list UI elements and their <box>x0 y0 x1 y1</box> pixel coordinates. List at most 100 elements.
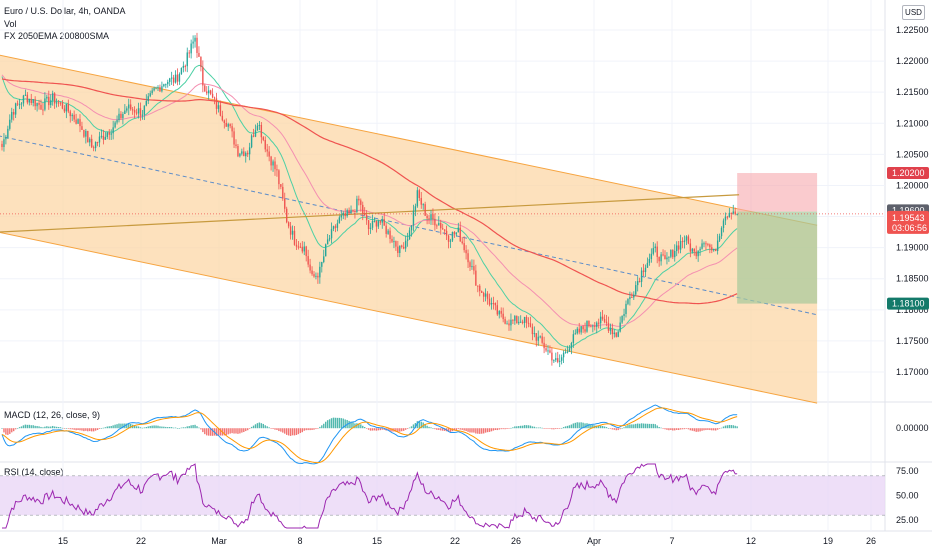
candle-body <box>428 218 430 220</box>
macd-histogram-bar <box>387 428 389 431</box>
candle-body <box>440 222 442 229</box>
macd-histogram-bar <box>323 423 325 429</box>
candle-body <box>406 239 409 241</box>
candle-body <box>625 303 627 315</box>
macd-histogram-bar <box>633 424 635 429</box>
macd-histogram-bar <box>715 428 717 431</box>
macd-histogram-bar <box>149 425 151 429</box>
macd-histogram-bar <box>295 428 298 435</box>
candle-body <box>726 216 729 218</box>
macd-histogram-bar <box>638 423 641 429</box>
candle-body <box>365 214 368 221</box>
macd-histogram-bar <box>264 425 266 429</box>
macd-histogram-bar <box>196 426 198 429</box>
macd-histogram-bar <box>321 425 323 429</box>
macd-histogram-bar <box>55 426 58 429</box>
candle-body <box>71 114 73 117</box>
candle-body <box>206 91 208 94</box>
candle-body <box>346 210 348 217</box>
macd-histogram-bar <box>533 426 536 429</box>
macd-histogram-bar <box>313 428 315 430</box>
candle-body <box>482 292 485 297</box>
macd-histogram-bar <box>660 427 662 429</box>
macd-histogram-bar <box>371 428 374 431</box>
macd-histogram-bar <box>155 425 157 429</box>
macd-legend[interactable]: MACD (12, 26, close, 9) <box>4 410 101 420</box>
candle-body <box>416 190 419 207</box>
candle-body <box>399 245 401 253</box>
macd-histogram-bar <box>646 423 649 429</box>
candle-body <box>104 136 107 140</box>
candle-body <box>373 220 376 222</box>
candle-body <box>258 124 261 126</box>
candle-body <box>204 85 206 92</box>
candle-body <box>270 156 272 166</box>
candle-body <box>693 248 695 252</box>
candle-body <box>677 245 680 250</box>
macd-tick-label: 0.00000 <box>896 423 929 433</box>
macd-histogram-bar <box>305 428 307 431</box>
candle-body <box>537 336 539 341</box>
candle-body <box>14 103 17 115</box>
macd-histogram-bar <box>588 423 590 429</box>
candle-body <box>334 226 337 228</box>
macd-histogram-bar <box>102 427 105 429</box>
time-tick-label: 22 <box>450 536 460 546</box>
candle-body <box>578 328 580 333</box>
macd-histogram-bar <box>153 425 155 429</box>
macd-histogram-bar <box>541 427 543 429</box>
candle-body <box>92 147 95 149</box>
rsi-legend[interactable]: RSI (14, close) <box>4 467 64 477</box>
volume-legend[interactable]: Vol <box>4 19 17 29</box>
macd-histogram-bar <box>159 426 161 429</box>
macd-histogram-bar <box>566 425 569 429</box>
candle-body <box>358 198 360 201</box>
candle-body <box>475 270 477 286</box>
candle-body <box>574 333 576 335</box>
candle-body <box>247 152 249 155</box>
macd-histogram-bar <box>539 427 541 429</box>
candle-body <box>208 90 210 94</box>
macd-histogram-bar <box>182 427 185 429</box>
candle-body <box>326 239 329 245</box>
macd-histogram-bar <box>26 424 29 429</box>
candle-body <box>596 322 598 327</box>
price-tick-label: 1.17500 <box>896 336 929 346</box>
macd-histogram-bar <box>190 425 192 429</box>
candle-body <box>32 99 34 103</box>
candle-body <box>430 214 432 219</box>
candle-body <box>225 122 227 127</box>
macd-histogram-bar <box>521 425 524 429</box>
macd-histogram-bar <box>590 424 592 429</box>
candle-body <box>559 360 561 362</box>
macd-histogram-bar <box>367 428 370 430</box>
macd-histogram-bar <box>430 427 432 429</box>
candle-body <box>167 81 169 85</box>
candle-body <box>637 281 639 286</box>
candle-body <box>646 262 649 268</box>
macd-histogram-bar <box>408 427 411 429</box>
candle-body <box>3 139 5 148</box>
macd-histogram-bar <box>580 422 582 429</box>
indicator-legend[interactable]: FX 2050EMA 200800SMA <box>4 31 110 41</box>
candle-body <box>541 336 543 343</box>
currency-button[interactable]: USD <box>902 5 925 20</box>
macd-histogram-bar <box>617 428 619 431</box>
macd-histogram-bar <box>241 428 243 433</box>
candle-body <box>50 100 52 106</box>
candle-body <box>321 261 323 267</box>
candle-body <box>674 251 676 258</box>
macd-histogram-bar <box>418 420 420 429</box>
candle-body <box>529 323 532 327</box>
macd-histogram-bar <box>652 423 654 429</box>
candle-body <box>98 136 101 143</box>
macd-histogram-bar <box>685 428 688 429</box>
macd-histogram-bar <box>342 418 344 429</box>
candle-body <box>623 314 625 317</box>
candle-body <box>280 184 282 187</box>
candle-body <box>461 241 463 244</box>
candle-body <box>570 343 573 349</box>
candle-body <box>192 41 194 44</box>
macd-histogram-bar <box>424 424 426 429</box>
